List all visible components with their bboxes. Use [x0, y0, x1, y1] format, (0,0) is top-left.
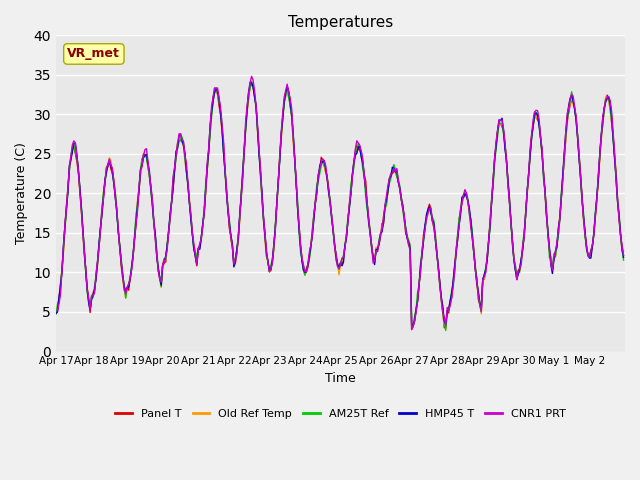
Panel T	[89, 291, 97, 297]
Line: HMP45 T: HMP45 T	[56, 82, 623, 325]
CNR1 PRT	[72, 140, 79, 145]
Panel T	[544, 230, 552, 236]
CNR1 PRT	[89, 293, 97, 299]
Panel T	[249, 82, 257, 88]
AM25T Ref	[442, 328, 449, 334]
Panel T	[52, 308, 60, 314]
Panel T	[460, 192, 467, 197]
Old Ref Temp	[460, 193, 467, 199]
Line: AM25T Ref: AM25T Ref	[56, 82, 623, 331]
Old Ref Temp	[620, 248, 627, 253]
Old Ref Temp	[72, 144, 79, 149]
CNR1 PRT	[460, 192, 467, 198]
Text: VR_met: VR_met	[67, 48, 120, 60]
Old Ref Temp	[52, 311, 60, 316]
HMP45 T	[618, 244, 626, 250]
Old Ref Temp	[618, 243, 626, 249]
Panel T	[346, 202, 353, 208]
Line: Panel T: Panel T	[56, 85, 623, 330]
Old Ref Temp	[544, 230, 552, 236]
CNR1 PRT	[618, 243, 626, 249]
Panel T	[408, 327, 415, 333]
AM25T Ref	[346, 204, 353, 210]
HMP45 T	[460, 195, 467, 201]
AM25T Ref	[248, 79, 255, 84]
CNR1 PRT	[248, 73, 255, 79]
AM25T Ref	[460, 192, 467, 198]
CNR1 PRT	[620, 252, 627, 258]
Old Ref Temp	[89, 290, 97, 296]
X-axis label: Time: Time	[325, 372, 356, 385]
Panel T	[618, 248, 626, 254]
CNR1 PRT	[544, 233, 552, 239]
HMP45 T	[346, 205, 353, 211]
HMP45 T	[52, 311, 60, 316]
Old Ref Temp	[248, 79, 255, 84]
AM25T Ref	[52, 311, 60, 317]
CNR1 PRT	[408, 326, 415, 332]
AM25T Ref	[89, 295, 97, 300]
Line: Old Ref Temp: Old Ref Temp	[56, 82, 623, 327]
Panel T	[72, 151, 79, 156]
CNR1 PRT	[52, 308, 60, 313]
HMP45 T	[544, 229, 552, 235]
HMP45 T	[620, 254, 627, 260]
AM25T Ref	[620, 257, 627, 263]
HMP45 T	[410, 323, 417, 328]
CNR1 PRT	[346, 201, 353, 206]
Panel T	[620, 252, 627, 258]
HMP45 T	[72, 141, 79, 146]
AM25T Ref	[618, 246, 626, 252]
Old Ref Temp	[410, 324, 417, 330]
Old Ref Temp	[346, 201, 353, 207]
HMP45 T	[89, 291, 97, 297]
Legend: Panel T, Old Ref Temp, AM25T Ref, HMP45 T, CNR1 PRT: Panel T, Old Ref Temp, AM25T Ref, HMP45 …	[111, 405, 570, 423]
Y-axis label: Temperature (C): Temperature (C)	[15, 143, 28, 244]
AM25T Ref	[72, 150, 79, 156]
HMP45 T	[246, 79, 254, 85]
AM25T Ref	[544, 227, 552, 233]
Title: Temperatures: Temperatures	[288, 15, 393, 30]
Line: CNR1 PRT: CNR1 PRT	[56, 76, 623, 329]
